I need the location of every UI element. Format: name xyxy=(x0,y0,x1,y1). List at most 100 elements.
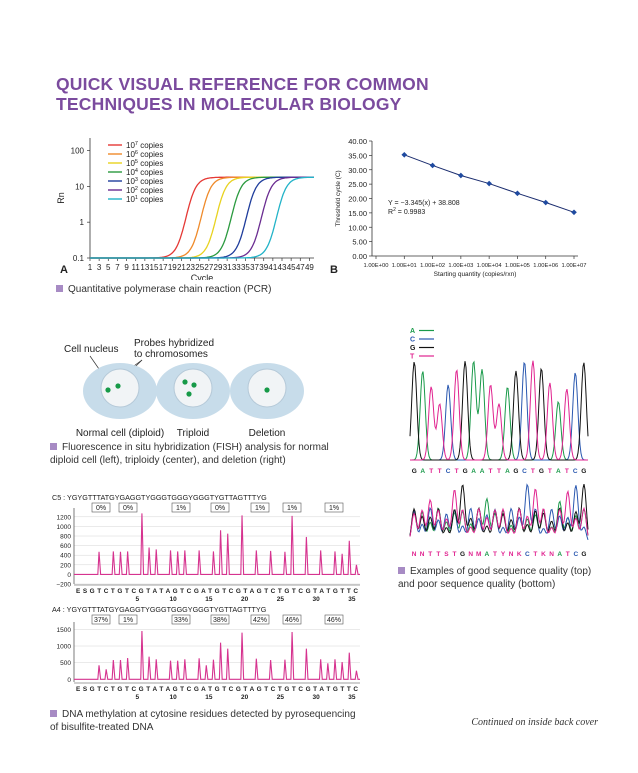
y-tick-label: 200 xyxy=(60,562,71,569)
x-tick-label: 1 xyxy=(88,263,93,272)
base-call: C xyxy=(525,551,530,558)
base-call: T xyxy=(497,468,501,475)
methylation-percent-box xyxy=(118,502,138,513)
legend-entry: 102 copies xyxy=(126,186,163,195)
page-title: QUICK VISUAL REFERENCE FOR COMMON TECHNI… xyxy=(56,74,476,114)
x-tick-label: 13 xyxy=(140,263,149,272)
data-point xyxy=(486,180,492,187)
base-call: N xyxy=(468,551,473,558)
y-tick-label: 0 xyxy=(67,572,71,579)
pyro-panel-label: C5 : YGYGTTTATGYGAGGTYGGGTGGGYGGGTYGTTAG… xyxy=(52,493,267,502)
x-tick-label: 1.00E+03 xyxy=(448,263,473,269)
base-call: G xyxy=(412,468,417,475)
methylation-percent: 0% xyxy=(123,505,133,512)
y-tick-label: 20.00 xyxy=(348,195,367,204)
base-call: T xyxy=(428,551,432,558)
legend-entry: 104 copies xyxy=(126,168,163,177)
x-tick-label: 1.00E+06 xyxy=(533,263,558,269)
base-call: G xyxy=(513,468,518,475)
base-call: A xyxy=(556,468,561,475)
methylation-percent: 1% xyxy=(255,505,265,512)
panel-label-a: A xyxy=(60,264,68,276)
methylation-percent: 0% xyxy=(215,505,225,512)
label-cell-nucleus: Cell nucleus xyxy=(64,344,118,355)
r-squared-label: R2 = 0.9983 xyxy=(388,207,425,216)
base-call: A xyxy=(505,468,510,475)
y-tick-label: 1000 xyxy=(57,644,72,651)
x-tick-label: 1.00E+00 xyxy=(364,263,389,269)
probe-signal xyxy=(115,383,121,389)
x-tick-label: 1.00E+07 xyxy=(562,263,587,269)
methylation-percent-box xyxy=(250,614,270,625)
cell-label: Normal cell (diploid) xyxy=(76,428,164,439)
x-tick-label: 25 xyxy=(195,263,204,272)
base-call: A xyxy=(420,468,425,475)
x-tick-label: 27 xyxy=(204,263,213,272)
methylation-percent-box xyxy=(210,614,230,625)
amplification-curve xyxy=(90,176,314,259)
x-tick-label: 19 xyxy=(168,263,177,272)
trace-A xyxy=(410,360,588,461)
trace-G xyxy=(409,361,589,461)
data-point xyxy=(401,151,408,158)
data-point xyxy=(571,209,577,216)
base-call: T xyxy=(493,551,497,558)
position-tick: 35 xyxy=(348,596,356,603)
base-call: T xyxy=(565,468,569,475)
base-call: T xyxy=(566,551,570,558)
x-tick-label: 33 xyxy=(232,263,241,272)
methylation-percent: 1% xyxy=(287,505,297,512)
probe-signal xyxy=(105,387,111,393)
base-call: A xyxy=(471,468,476,475)
fish-diagram: Cell nucleus Probes hybridized to chromo… xyxy=(64,338,304,439)
base-call: Y xyxy=(501,551,506,558)
base-call: S xyxy=(444,551,449,558)
x-tick-label: 43 xyxy=(278,263,287,272)
methylation-percent-box xyxy=(91,614,111,625)
position-tick: 15 xyxy=(205,694,213,701)
base-call: T xyxy=(455,468,459,475)
title-line-2: TECHNIQUES IN MOLECULAR BIOLOGY xyxy=(56,94,402,114)
dispensation-order: E S G T C T G T C G T A T A G T C G A T … xyxy=(76,588,358,595)
legend-base: T xyxy=(410,354,415,361)
x-axis-label: Cycle xyxy=(191,273,214,280)
x-tick-label: 29 xyxy=(214,263,223,272)
data-point xyxy=(429,162,436,169)
pyro-panel-label: A4 : YGYGTTTATGYGAGGTYGGGTGGGYGGGTYGTTAG… xyxy=(52,605,267,614)
y-tick-label: 500 xyxy=(60,660,71,667)
probe-signal xyxy=(182,379,188,385)
methylation-percent-box xyxy=(91,502,111,513)
y-tick-label: 100 xyxy=(71,147,85,156)
methylation-percent: 37% xyxy=(94,617,108,624)
probe-signal xyxy=(186,391,192,397)
y-tick-label: 1 xyxy=(80,218,85,227)
bullet-icon xyxy=(50,443,57,450)
y-tick-label: 0.00 xyxy=(352,252,367,261)
trace-C xyxy=(410,361,588,461)
x-tick-label: 45 xyxy=(287,263,296,272)
amplification-curve xyxy=(90,176,314,259)
amplification-curve xyxy=(90,176,314,259)
legend-entry: 103 copies xyxy=(126,177,163,186)
y-tick-label: 800 xyxy=(60,534,71,541)
legend-entry: 105 copies xyxy=(126,159,163,168)
x-tick-label: 37 xyxy=(250,263,259,272)
legend-base: C xyxy=(410,337,415,344)
methylation-percent-box xyxy=(324,502,344,513)
base-call: N xyxy=(420,551,425,558)
x-tick-label: 17 xyxy=(159,263,168,272)
y-tick-label: 25.00 xyxy=(348,180,367,189)
x-tick-label: 21 xyxy=(177,263,186,272)
standard-curve-chart: 0.00 5.00 10.00 15.00 20.00 25.00 30.00 35.00 40… xyxy=(335,137,587,278)
x-tick-label: 5 xyxy=(106,263,111,272)
base-call: T xyxy=(548,468,552,475)
methylation-percent: 33% xyxy=(174,617,188,624)
position-tick: 30 xyxy=(312,596,320,603)
cell-nucleus xyxy=(100,368,140,408)
x-tick-label: 1.00E+05 xyxy=(505,263,530,269)
x-tick-label: 23 xyxy=(186,263,195,272)
pyrosequencing-chart: C5 : YGYGTTTATGYGAGGTYGGGTGGGYGGGTYGTTAG… xyxy=(52,493,360,701)
y-tick-label: 15.00 xyxy=(348,209,367,218)
